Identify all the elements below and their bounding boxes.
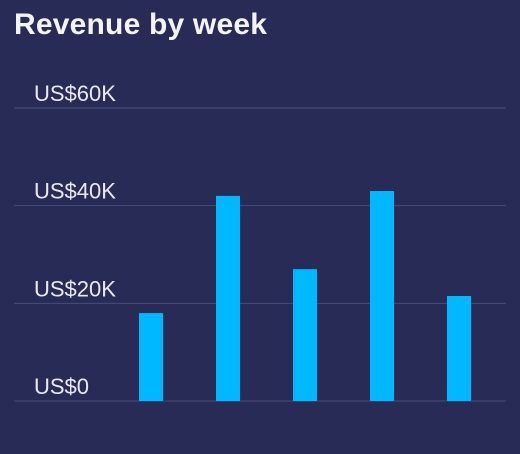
bar[interactable] [447, 296, 471, 401]
y-axis-ticks: US$0 US$20K US$40K US$60K [34, 81, 116, 399]
gridlines [14, 107, 506, 402]
bar[interactable] [370, 191, 394, 401]
bar[interactable] [139, 313, 163, 401]
y-tick-label: US$40K [34, 179, 116, 204]
bar[interactable] [216, 195, 240, 401]
bars [139, 191, 471, 401]
chart-title: Revenue by week [14, 8, 268, 41]
y-tick-label: US$0 [34, 374, 89, 399]
y-tick-label: US$60K [34, 81, 116, 106]
y-tick-label: US$20K [34, 276, 116, 301]
bar[interactable] [293, 269, 317, 401]
